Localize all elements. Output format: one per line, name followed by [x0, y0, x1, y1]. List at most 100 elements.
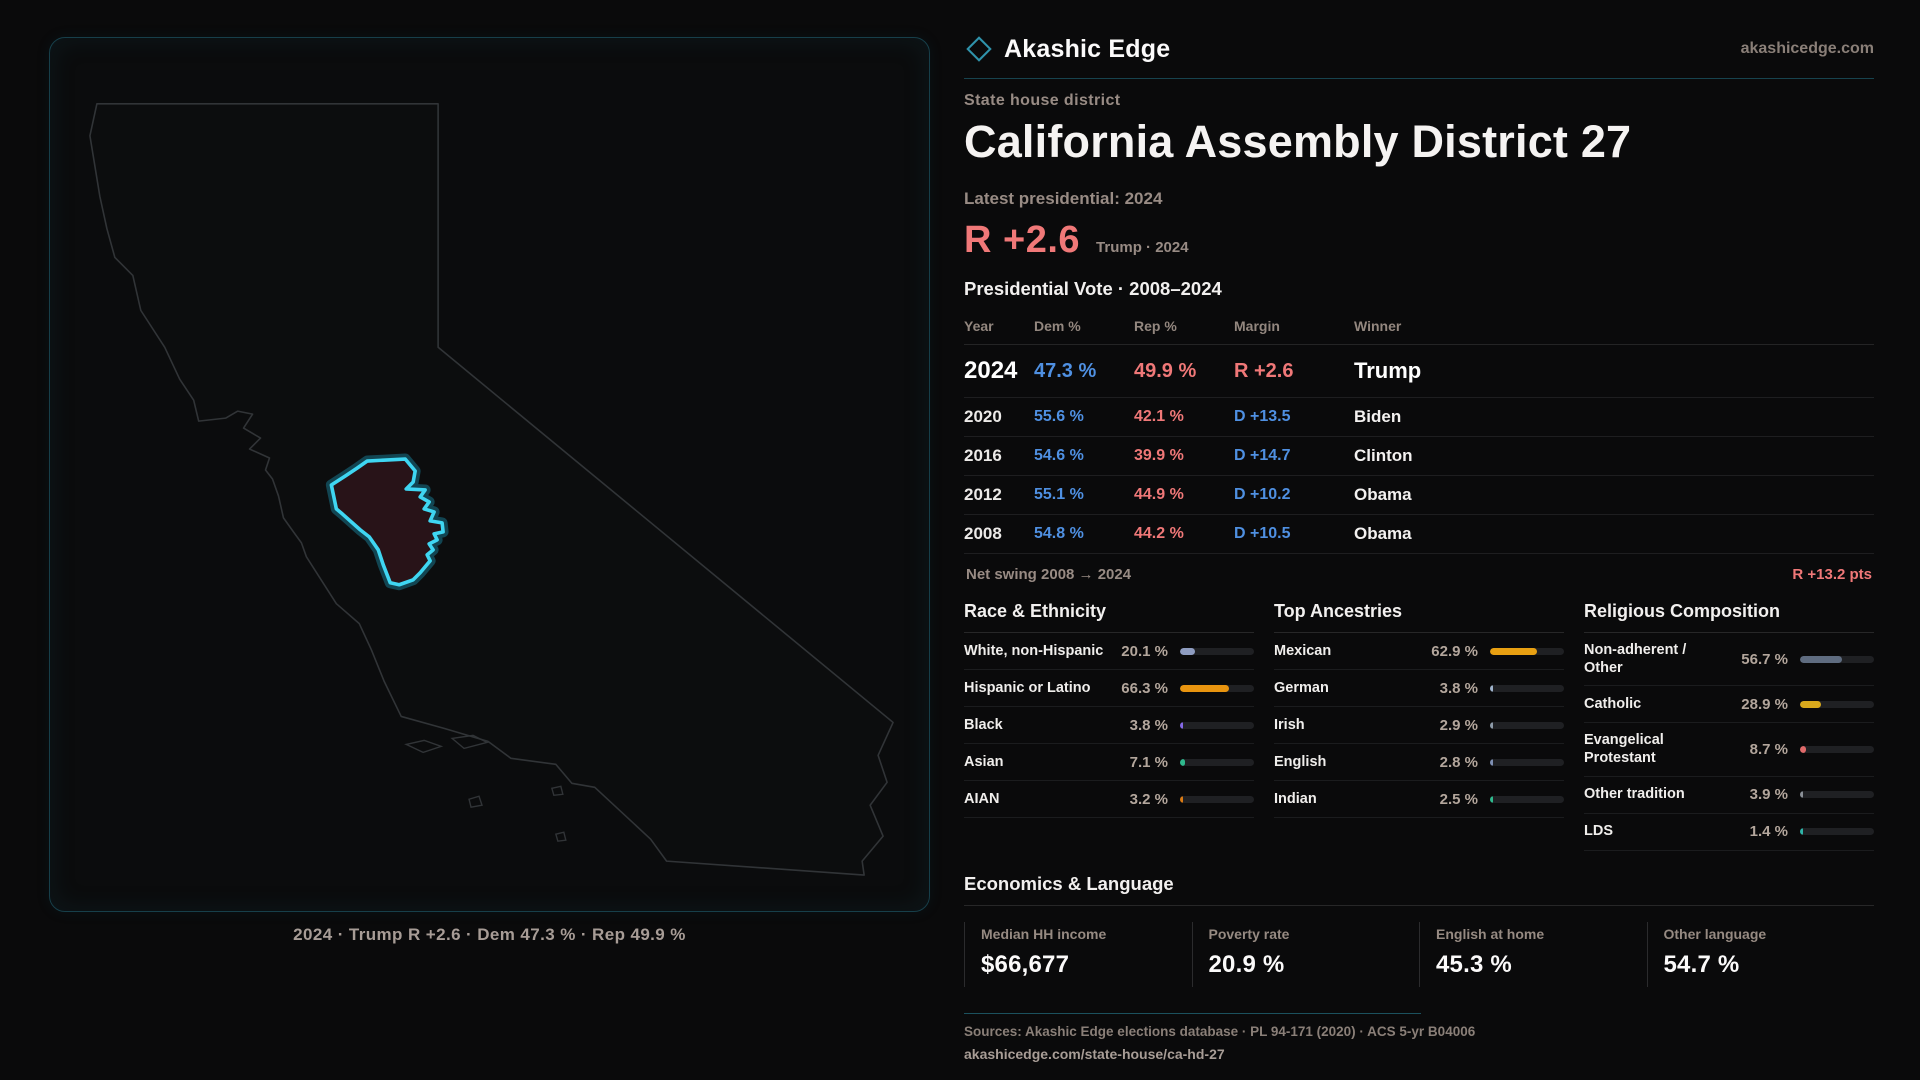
cell-rep: 44.9 %: [1134, 486, 1184, 503]
district-shape[interactable]: [325, 453, 449, 591]
cell-winner: Obama: [1354, 524, 1412, 543]
demo-bar: [1490, 758, 1564, 766]
footer-divider: [964, 1012, 1421, 1014]
net-swing-value: R +13.2 pts: [1792, 566, 1872, 583]
demo-bar: [1800, 791, 1874, 798]
demo-bar: [1180, 795, 1254, 803]
demo-bar: [1800, 828, 1874, 835]
sources-line: Sources: Akashic Edge elections database…: [964, 1023, 1476, 1039]
demo-bar-fill: [1180, 758, 1186, 766]
demo-bar-fill: [1180, 684, 1230, 692]
kicker: State house district: [964, 92, 1121, 109]
section-title: Top Ancestries: [1274, 601, 1564, 633]
stat-cell: Median HH income $66,677: [964, 921, 1192, 987]
demo-label: Hispanic or Latino: [964, 679, 1091, 696]
demo-bar: [1800, 700, 1874, 708]
demo-row: Asian 7.1 %: [964, 744, 1254, 781]
net-swing-label: Net swing 2008 → 2024: [966, 566, 1132, 583]
column-header: Margin: [1234, 318, 1280, 334]
demo-row: Other tradition 3.9 %: [1584, 777, 1874, 814]
demo-label: English: [1274, 753, 1327, 770]
demo-label: Mexican: [1274, 642, 1332, 659]
demo-label: White, non-Hispanic: [964, 642, 1104, 659]
map-panel: [49, 37, 930, 912]
demo-section: Top Ancestries Mexican 62.9 % German 3.8 % Ir…: [1274, 601, 1564, 851]
cell-year: 2012: [964, 485, 1002, 504]
demo-bar: [1490, 721, 1564, 729]
pres-vote-rows: 2024 47.3 % 49.9 % R +2.6 Trump 2020 55.6 % 42.…: [964, 345, 1874, 554]
demo-section: Race & Ethnicity White, non-Hispanic 20.1 …: [964, 601, 1254, 851]
cell-year: 2008: [964, 524, 1002, 543]
stat-cell: Poverty rate 20.9 %: [1191, 921, 1420, 987]
demo-row: Indian 2.5 %: [1274, 781, 1564, 818]
cell-rep: 39.9 %: [1134, 447, 1184, 464]
demo-label: Indian: [1274, 790, 1317, 807]
column-header: Dem %: [1034, 318, 1081, 334]
demo-bar-fill: [1490, 795, 1493, 803]
demo-row: Evangelical Protestant 8.7 %: [1584, 723, 1874, 777]
cell-margin: D +10.5: [1234, 525, 1291, 542]
demo-bar-fill: [1490, 758, 1493, 766]
demo-section: Religious Composition Non-adherent / Othe…: [1584, 601, 1874, 851]
stat-label: English at home: [1436, 925, 1545, 942]
section-title: Race & Ethnicity: [964, 601, 1254, 633]
demo-value: 62.9 %: [1431, 642, 1478, 660]
pres-vote-table: Year Dem % Rep % Margin Winner 2024 47.3 % 49.…: [964, 312, 1874, 587]
demo-label: German: [1274, 679, 1329, 696]
demo-bar-fill: [1800, 655, 1842, 663]
stat-label: Median HH income: [981, 925, 1107, 942]
demographics-columns: Race & Ethnicity White, non-Hispanic 20.1 …: [964, 601, 1874, 851]
demo-row: Non-adherent / Other 56.7 %: [1584, 633, 1874, 687]
cell-margin: D +10.2: [1234, 486, 1291, 503]
demo-bar-fill: [1180, 647, 1195, 655]
table-row: 2016 54.6 % 39.9 % D +14.7 Clinton: [964, 437, 1874, 476]
section-title: Religious Composition: [1584, 601, 1874, 633]
demo-bar: [1180, 721, 1254, 729]
demo-label: Irish: [1274, 716, 1305, 733]
california-map: [89, 103, 894, 876]
district-outline: [329, 457, 445, 587]
column-header: Winner: [1354, 318, 1402, 334]
demo-value: 1.4 %: [1749, 823, 1788, 840]
table-row: 2024 47.3 % 49.9 % R +2.6 Trump: [964, 345, 1874, 398]
demo-bar: [1490, 795, 1564, 803]
cell-rep: 44.2 %: [1134, 525, 1184, 542]
pres-vote-table-header: Year Dem % Rep % Margin Winner: [964, 312, 1874, 345]
demo-bar-fill: [1490, 647, 1537, 655]
demo-row: Catholic 28.9 %: [1584, 686, 1874, 724]
demo-value: 28.9 %: [1741, 695, 1788, 713]
cell-dem: 47.3 %: [1034, 359, 1097, 382]
demo-value: 3.2 %: [1129, 790, 1168, 808]
demo-bar-fill: [1800, 828, 1803, 835]
brand-site-link[interactable]: akashicedge.com: [1740, 40, 1874, 57]
demo-row: Irish 2.9 %: [1274, 707, 1564, 744]
table-row: 2020 55.6 % 42.1 % D +13.5 Biden: [964, 398, 1874, 437]
demo-label: Other tradition: [1584, 786, 1685, 803]
stat-value: 20.9 %: [1208, 950, 1285, 978]
cell-winner: Clinton: [1354, 446, 1413, 465]
cell-rep: 42.1 %: [1134, 408, 1184, 425]
permalink[interactable]: akashicedge.com/state-house/ca-hd-27: [964, 1045, 1225, 1062]
stat-value: $66,677: [981, 950, 1070, 978]
demo-bar-fill: [1800, 791, 1803, 798]
cell-dem: 54.8 %: [1034, 525, 1084, 542]
cell-year: 2024: [964, 357, 1018, 384]
demo-value: 2.8 %: [1439, 753, 1478, 771]
demo-label: Asian: [964, 753, 1004, 770]
demo-row: LDS 1.4 %: [1584, 814, 1874, 851]
diamond-icon: [966, 36, 992, 62]
stat-value: 54.7 %: [1663, 950, 1740, 978]
table-row: 2012 55.1 % 44.9 % D +10.2 Obama: [964, 476, 1874, 515]
demo-row: White, non-Hispanic 20.1 %: [964, 633, 1254, 670]
stat-cell: Other language 54.7 %: [1646, 921, 1875, 987]
demo-value: 2.9 %: [1439, 716, 1478, 734]
econ-stats: Median HH income $66,677 Poverty rate 20.9 …: [964, 921, 1875, 987]
demo-bar: [1180, 684, 1254, 692]
demo-bar-fill: [1180, 795, 1183, 803]
cell-dem: 55.6 %: [1034, 408, 1084, 425]
demo-value: 2.5 %: [1439, 790, 1478, 808]
channel-islands: [404, 734, 567, 842]
cell-margin: R +2.6: [1234, 359, 1294, 382]
demo-bar: [1490, 684, 1564, 692]
cell-dem: 55.1 %: [1034, 486, 1084, 503]
